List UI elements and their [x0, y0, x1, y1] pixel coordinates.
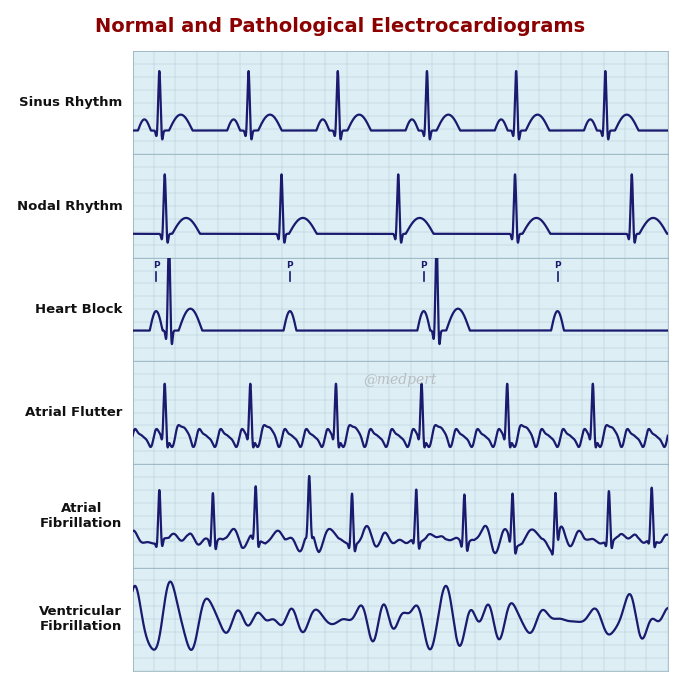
Text: P: P — [420, 261, 427, 270]
Text: P: P — [554, 261, 561, 270]
Text: P: P — [287, 261, 293, 270]
Text: Sinus Rhythm: Sinus Rhythm — [19, 96, 122, 109]
Text: Ventricular
Fibrillation: Ventricular Fibrillation — [39, 605, 122, 633]
Text: Nodal Rhythm: Nodal Rhythm — [16, 200, 122, 212]
Text: Atrial
Fibrillation: Atrial Fibrillation — [40, 502, 122, 530]
Text: Atrial Flutter: Atrial Flutter — [25, 406, 122, 419]
Text: @medpert: @medpert — [363, 373, 437, 387]
Text: P: P — [153, 261, 159, 270]
Text: Normal and Pathological Electrocardiograms: Normal and Pathological Electrocardiogra… — [95, 17, 585, 36]
Text: Heart Block: Heart Block — [35, 303, 122, 316]
